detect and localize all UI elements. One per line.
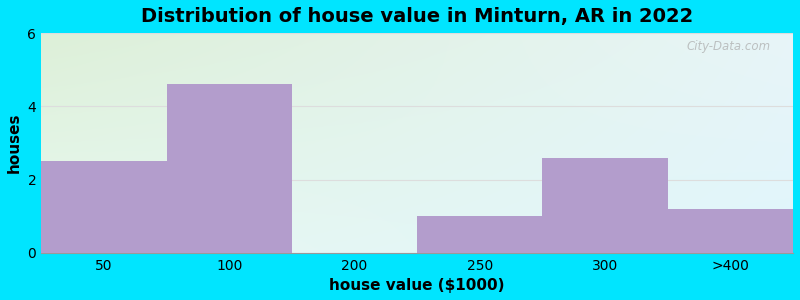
- X-axis label: house value ($1000): house value ($1000): [330, 278, 505, 293]
- Text: City-Data.com: City-Data.com: [686, 40, 770, 53]
- Bar: [668, 209, 793, 253]
- Bar: [417, 216, 542, 253]
- Bar: [42, 161, 166, 253]
- Title: Distribution of house value in Minturn, AR in 2022: Distribution of house value in Minturn, …: [141, 7, 694, 26]
- Y-axis label: houses: houses: [7, 113, 22, 173]
- Bar: [542, 158, 668, 253]
- Bar: [166, 84, 292, 253]
